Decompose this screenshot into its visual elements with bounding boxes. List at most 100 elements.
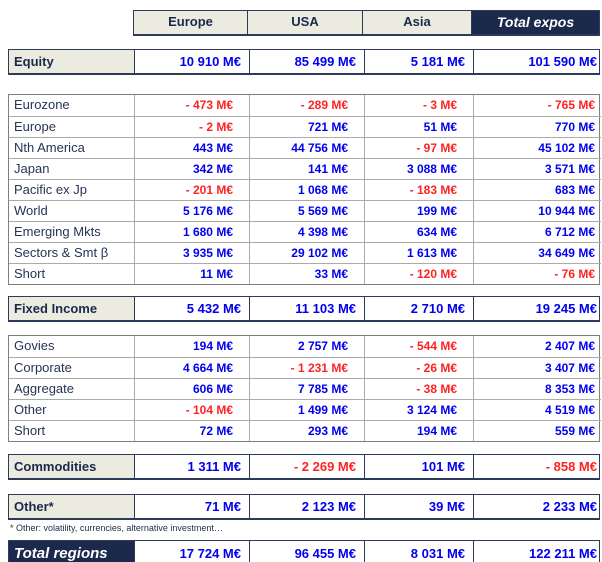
total-value-asia: 8 031 M€: [364, 541, 473, 562]
table-row-govies: Govies 194 M€ 2 757 M€ - 544 M€ 2 407 M€: [9, 336, 601, 357]
value-cell: - 201 M€: [134, 180, 249, 200]
detail-table: Eurozone - 473 M€ - 289 M€ - 3 M€ - 765 M€ Eu…: [8, 94, 601, 285]
total-regions-label: Total regions: [9, 541, 134, 562]
total-regions-row: Total regions 17 724 M€ 96 455 M€ 8 031 …: [8, 540, 600, 562]
value-cell: 770 M€: [473, 117, 601, 137]
row-label-japan: Japan: [14, 161, 50, 176]
value-cell: 11 103 M€: [249, 297, 364, 320]
value-cell: 3 407 M€: [473, 358, 601, 378]
column-header-usa: USA: [248, 10, 363, 36]
total-value-europe: 17 724 M€: [134, 541, 249, 562]
row-label-short: Short: [14, 266, 46, 281]
value-cell: 3 935 M€: [134, 243, 249, 263]
value-cell: 342 M€: [134, 159, 249, 179]
section-label-equity: Equity: [9, 50, 134, 73]
value-cell: 5 569 M€: [249, 201, 364, 221]
value-cell: 141 M€: [249, 159, 364, 179]
value-cell: 2 710 M€: [364, 297, 473, 320]
row-label-nth-america: Nth America: [14, 140, 85, 155]
column-header-europe: Europe: [133, 10, 248, 36]
value-cell: - 3 M€: [364, 95, 473, 116]
value-cell: 45 102 M€: [473, 138, 601, 158]
value-cell: 194 M€: [364, 421, 473, 441]
value-cell: 1 068 M€: [249, 180, 364, 200]
summary-row-fixed-income: Fixed Income 5 432 M€ 11 103 M€ 2 710 M€ 19 …: [8, 296, 600, 322]
column-header-asia: Asia: [363, 10, 472, 36]
value-cell: - 183 M€: [364, 180, 473, 200]
value-cell: 5 181 M€: [364, 50, 473, 73]
value-cell: - 858 M€: [473, 455, 601, 478]
table-row-emerging-mkts: Emerging Mkts 1 680 M€ 4 398 M€ 634 M€ 6 712…: [9, 221, 601, 242]
value-cell: 7 785 M€: [249, 379, 364, 399]
value-cell: - 104 M€: [134, 400, 249, 420]
summary-row-commodities: Commodities 1 311 M€ - 2 269 M€ 101 M€ - 858…: [8, 454, 600, 480]
value-cell: 34 649 M€: [473, 243, 601, 263]
value-cell: - 120 M€: [364, 264, 473, 284]
table-row-corporate: Corporate 4 664 M€ - 1 231 M€ - 26 M€ 3 407 …: [9, 357, 601, 378]
value-cell: 1 311 M€: [134, 455, 249, 478]
value-cell: 293 M€: [249, 421, 364, 441]
row-label-aggregate: Aggregate: [14, 381, 74, 396]
table-row-europe: Europe - 2 M€ 721 M€ 51 M€ 770 M€: [9, 116, 601, 137]
total-value-total-expos: 122 211 M€: [473, 541, 601, 562]
value-cell: 101 M€: [364, 455, 473, 478]
footnote: * Other: volatility, currencies, alterna…: [10, 523, 223, 533]
value-cell: 19 245 M€: [473, 297, 601, 320]
value-cell: 2 757 M€: [249, 336, 364, 357]
value-cell: - 2 M€: [134, 117, 249, 137]
row-label-short: Short: [14, 423, 46, 438]
value-cell: 194 M€: [134, 336, 249, 357]
table-row-nth-america: Nth America 443 M€ 44 756 M€ - 97 M€ 45 102 …: [9, 137, 601, 158]
section-label-fixed-income: Fixed Income: [9, 297, 134, 320]
table-row-other: Other - 104 M€ 1 499 M€ 3 124 M€ 4 519 M€: [9, 399, 601, 420]
value-cell: 2 123 M€: [249, 495, 364, 518]
value-cell: - 97 M€: [364, 138, 473, 158]
value-cell: - 76 M€: [473, 264, 601, 284]
row-label-europe: Europe: [14, 119, 56, 134]
value-cell: 721 M€: [249, 117, 364, 137]
value-cell: - 26 M€: [364, 358, 473, 378]
value-cell: 10 944 M€: [473, 201, 601, 221]
value-cell: 4 519 M€: [473, 400, 601, 420]
detail-table: Govies 194 M€ 2 757 M€ - 544 M€ 2 407 M€ Corp…: [8, 335, 601, 442]
section-label-commodities: Commodities: [9, 455, 134, 478]
table-row-sectors-smt: Sectors & Smt β 3 935 M€ 29 102 M€ 1 613 M€…: [9, 242, 601, 263]
value-cell: 4 664 M€: [134, 358, 249, 378]
value-cell: 39 M€: [364, 495, 473, 518]
table-header-row: Europe USA Asia Total expos: [8, 10, 600, 36]
row-label-emerging-mkts: Emerging Mkts: [14, 224, 101, 239]
value-cell: - 289 M€: [249, 95, 364, 116]
table-row-pacific-ex-jp: Pacific ex Jp - 201 M€ 1 068 M€ - 183 M€ 683…: [9, 179, 601, 200]
value-cell: 634 M€: [364, 222, 473, 242]
total-value-usa: 96 455 M€: [249, 541, 364, 562]
value-cell: - 544 M€: [364, 336, 473, 357]
value-cell: 683 M€: [473, 180, 601, 200]
value-cell: 5 176 M€: [134, 201, 249, 221]
value-cell: 4 398 M€: [249, 222, 364, 242]
row-label-eurozone: Eurozone: [14, 97, 70, 112]
row-label-world: World: [14, 203, 48, 218]
row-label-pacific-ex-jp: Pacific ex Jp: [14, 182, 87, 197]
table-row-short: Short 72 M€ 293 M€ 194 M€ 559 M€: [9, 420, 601, 441]
value-cell: 8 353 M€: [473, 379, 601, 399]
value-cell: 72 M€: [134, 421, 249, 441]
value-cell: 559 M€: [473, 421, 601, 441]
value-cell: 1 613 M€: [364, 243, 473, 263]
value-cell: 10 910 M€: [134, 50, 249, 73]
value-cell: 6 712 M€: [473, 222, 601, 242]
value-cell: 85 499 M€: [249, 50, 364, 73]
value-cell: - 1 231 M€: [249, 358, 364, 378]
value-cell: - 765 M€: [473, 95, 601, 116]
table-row-eurozone: Eurozone - 473 M€ - 289 M€ - 3 M€ - 765 M€: [9, 95, 601, 116]
value-cell: - 38 M€: [364, 379, 473, 399]
value-cell: 29 102 M€: [249, 243, 364, 263]
value-cell: - 2 269 M€: [249, 455, 364, 478]
table-row-aggregate: Aggregate 606 M€ 7 785 M€ - 38 M€ 8 353 M€: [9, 378, 601, 399]
row-label-corporate: Corporate: [14, 360, 72, 375]
row-label-govies: Govies: [14, 338, 55, 353]
value-cell: - 473 M€: [134, 95, 249, 116]
value-cell: 5 432 M€: [134, 297, 249, 320]
value-cell: 11 M€: [134, 264, 249, 284]
row-label-other: Other: [14, 402, 47, 417]
